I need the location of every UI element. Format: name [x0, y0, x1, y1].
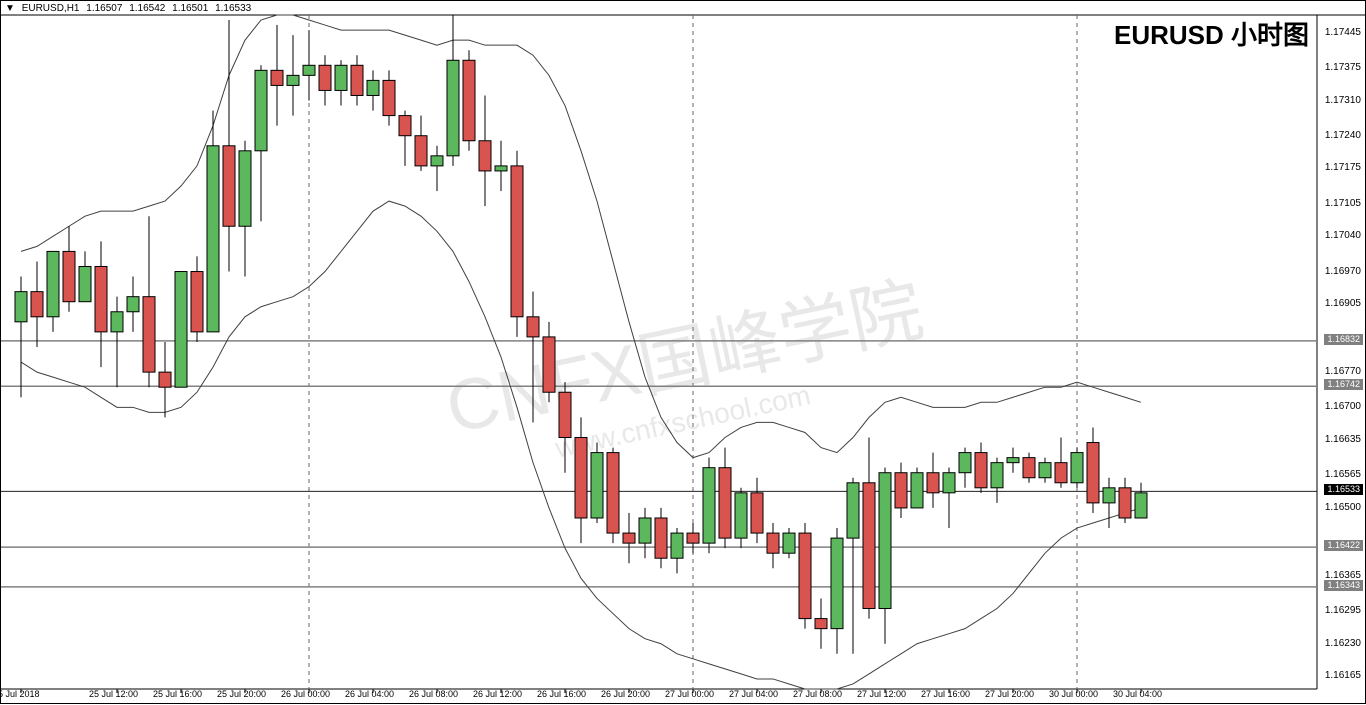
- y-tick-label: 1.16700: [1325, 401, 1361, 412]
- y-tick-label: 1.16635: [1325, 434, 1361, 445]
- y-tick-label: 1.17445: [1325, 27, 1361, 38]
- y-tick-label: 1.17175: [1325, 162, 1361, 173]
- x-tick-label: 26 Jul 16:00: [537, 689, 586, 699]
- y-tick-label: 1.16230: [1325, 638, 1361, 649]
- price-level-label: 1.16422: [1324, 540, 1363, 551]
- x-tick-label: 25 Jul 12:00: [89, 689, 138, 699]
- chart-frame: ▼ EURUSD,H1 1.16507 1.16542 1.16501 1.16…: [0, 0, 1366, 704]
- y-tick-label: 1.16905: [1325, 298, 1361, 309]
- x-tick-label: 27 Jul 20:00: [985, 689, 1034, 699]
- x-tick-label: 26 Jul 00:00: [281, 689, 330, 699]
- price-level-label: 1.16742: [1324, 379, 1363, 390]
- x-tick-label: 30 Jul 00:00: [1049, 689, 1098, 699]
- x-tick-label: 26 Jul 04:00: [345, 689, 394, 699]
- x-tick-label: 27 Jul 16:00: [921, 689, 970, 699]
- y-tick-label: 1.16165: [1325, 670, 1361, 681]
- y-tick-label: 1.16770: [1325, 366, 1361, 377]
- x-tick-label: 27 Jul 00:00: [665, 689, 714, 699]
- y-tick-label: 1.16295: [1325, 605, 1361, 616]
- y-tick-label: 1.17240: [1325, 130, 1361, 141]
- x-axis: 25 Jul 2018 25 Jul 12:00 25 Jul 16:00 25 Ju…: [1, 687, 1365, 701]
- y-tick-label: 1.16565: [1325, 469, 1361, 480]
- x-tick-label: 25 Jul 16:00: [153, 689, 202, 699]
- x-tick-label: 27 Jul 08:00: [793, 689, 842, 699]
- x-tick-label: 26 Jul 08:00: [409, 689, 458, 699]
- candlestick-chart[interactable]: [1, 1, 1366, 705]
- y-tick-label: 1.17310: [1325, 95, 1361, 106]
- y-tick-label: 1.17105: [1325, 198, 1361, 209]
- x-tick-label: 30 Jul 04:00: [1113, 689, 1162, 699]
- y-tick-label: 1.17040: [1325, 230, 1361, 241]
- price-level-label: 1.16343: [1324, 580, 1363, 591]
- x-tick-label: 27 Jul 04:00: [729, 689, 778, 699]
- y-tick-label: 1.16500: [1325, 502, 1361, 513]
- x-tick-label: 27 Jul 12:00: [857, 689, 906, 699]
- y-tick-label: 1.16970: [1325, 266, 1361, 277]
- y-tick-label: 1.17375: [1325, 62, 1361, 73]
- chart-title: EURUSD 小时图: [1114, 15, 1309, 52]
- x-tick-label: 25 Jul 2018: [0, 689, 40, 699]
- current-price-label: 1.16533: [1324, 484, 1363, 495]
- x-tick-label: 26 Jul 12:00: [473, 689, 522, 699]
- x-tick-label: 25 Jul 20:00: [217, 689, 266, 699]
- x-tick-label: 26 Jul 20:00: [601, 689, 650, 699]
- price-level-label: 1.16832: [1324, 334, 1363, 345]
